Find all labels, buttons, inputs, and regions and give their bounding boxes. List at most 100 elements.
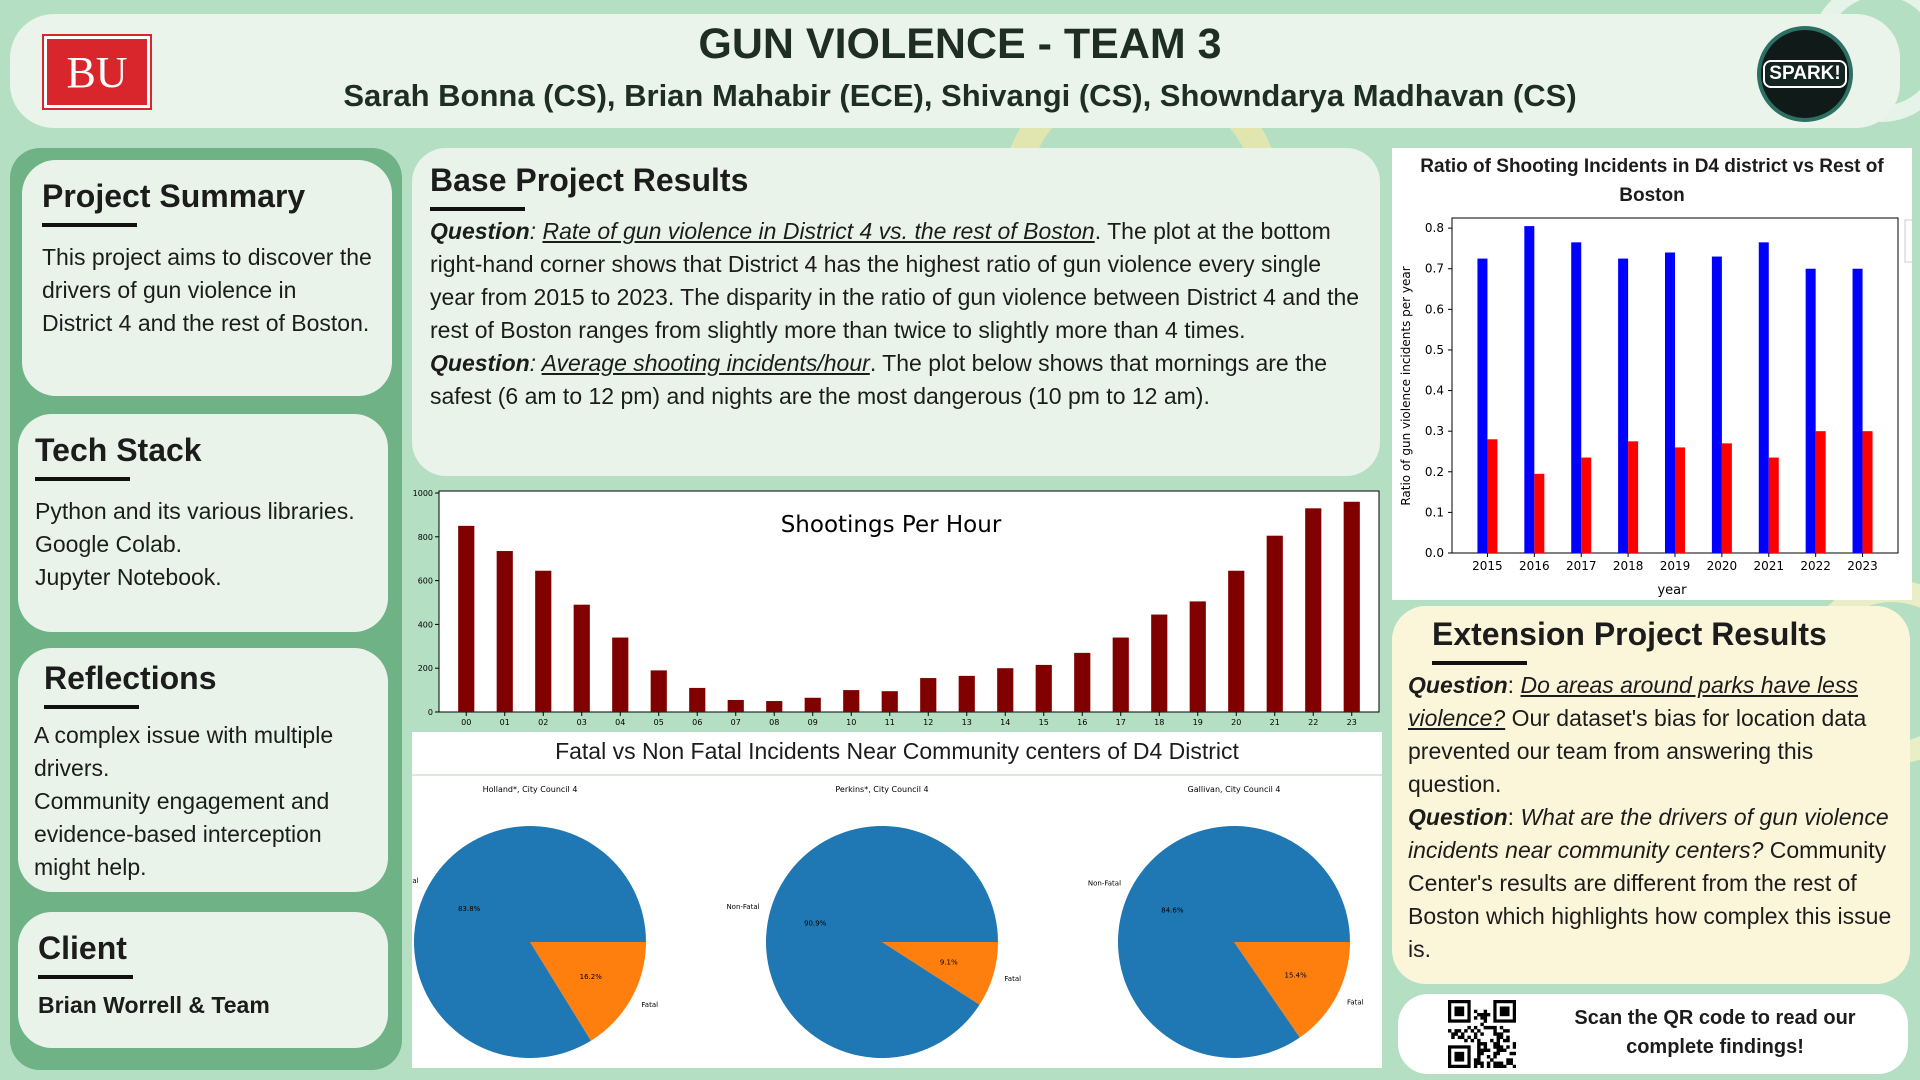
- x-tick-label: 02: [538, 718, 548, 727]
- qr-module: [1496, 1061, 1501, 1065]
- client-name: Brian Worrell & Team: [38, 992, 270, 1018]
- qr-module: [1483, 1009, 1488, 1014]
- qr-module: [1454, 1032, 1458, 1036]
- bar-hour-06: [689, 687, 706, 712]
- qr-module: [1496, 1038, 1501, 1043]
- bar-hour-13: [958, 675, 975, 712]
- qr-module: [1506, 1045, 1510, 1049]
- bar-d4-2020: [1711, 256, 1722, 553]
- qr-module: [1460, 1035, 1465, 1040]
- qr-module: [1493, 1045, 1497, 1049]
- qr-module: [1499, 1064, 1504, 1068]
- x-tick-label: 2020: [1707, 559, 1738, 573]
- qr-finder: [1454, 1051, 1465, 1062]
- bar-rest-2016: [1534, 473, 1545, 553]
- bar-hour-00: [458, 525, 475, 712]
- base-q2-link[interactable]: Average shooting incidents/hour: [541, 350, 870, 376]
- extension-q2: Question: What are the drivers of gun vi…: [1408, 804, 1892, 962]
- extension-q1-text: Our dataset's bias for location data pre…: [1408, 705, 1867, 797]
- shootings-per-hour-chart: Shootings Per Hour 0 200 400 600 800 1000 00 01…: [412, 486, 1382, 732]
- y-tick-label: 800: [418, 533, 433, 542]
- question-label: Question: [430, 218, 530, 244]
- x-tick-label: 11: [885, 718, 895, 727]
- qr-module: [1473, 1025, 1478, 1030]
- x-tick-label: 2015: [1472, 559, 1503, 573]
- qr-module: [1477, 1058, 1481, 1062]
- qr-code[interactable]: [1448, 1000, 1516, 1068]
- bar-hour-08: [766, 701, 783, 712]
- y-tick-label: 0: [428, 708, 433, 717]
- y-tick-label: 0.1: [1425, 505, 1444, 519]
- pie-pct-fatal: 15.4%: [1284, 971, 1307, 979]
- qr-module: [1473, 1064, 1478, 1068]
- pie-slice-non-fatal: [414, 826, 646, 1058]
- pie-2: Perkins*, City Council 4 9.1% 90.9% Fatal No…: [726, 785, 1021, 1058]
- title-underline: [44, 705, 139, 709]
- qr-module: [1506, 1038, 1510, 1043]
- qr-module: [1486, 1025, 1491, 1030]
- qr-module: [1506, 1058, 1510, 1062]
- qr-module: [1473, 1009, 1478, 1014]
- pie-label-fatal: Fatal: [1347, 998, 1364, 1006]
- extension-results-card: Extension Project Results Question: Do a…: [1392, 606, 1910, 984]
- extension-q2-italic: What are the drivers of gun violence inc…: [1408, 804, 1889, 863]
- bar-rest-2019: [1675, 447, 1685, 553]
- shootings-per-hour-svg: Shootings Per Hour 0 200 400 600 800 1000 00 01…: [413, 489, 1380, 727]
- base-q1-link[interactable]: Rate of gun violence in District 4 vs. t…: [542, 218, 1095, 244]
- bar-hour-14: [997, 668, 1014, 712]
- qr-module: [1480, 1042, 1484, 1046]
- x-tick-label: 18: [1154, 718, 1164, 727]
- qr-module: [1483, 1012, 1488, 1017]
- page-title: GUN VIOLENCE - TEAM 3: [698, 20, 1222, 68]
- reflections-title: Reflections: [44, 660, 217, 696]
- pie-panel-title: Fatal vs Non Fatal Incidents Near Commun…: [555, 738, 1239, 764]
- qr-module: [1480, 1032, 1484, 1036]
- qr-module: [1503, 1048, 1507, 1053]
- qr-module: [1480, 1048, 1484, 1053]
- x-tick-label: 19: [1193, 718, 1203, 727]
- qr-module: [1483, 1019, 1488, 1023]
- qr-module: [1512, 1042, 1516, 1046]
- qr-module: [1480, 1061, 1484, 1065]
- tech-item: Google Colab.: [35, 531, 183, 557]
- qr-module: [1509, 1061, 1513, 1065]
- bar-hour-05: [650, 670, 667, 712]
- x-tick-label: 2022: [1800, 559, 1831, 573]
- x-tick-label: 2023: [1847, 559, 1878, 573]
- qr-module: [1496, 1048, 1501, 1053]
- x-tick-label: 23: [1347, 718, 1357, 727]
- pie-slice-fatal: [882, 942, 998, 1005]
- qr-module: [1480, 1016, 1484, 1020]
- pie-slice-non-fatal: [1118, 826, 1350, 1058]
- qr-module: [1477, 1051, 1481, 1056]
- qr-module: [1480, 1051, 1484, 1056]
- y-tick-label: 0.6: [1425, 302, 1444, 316]
- plot-frame: [438, 490, 1380, 713]
- bu-logo: BU: [42, 34, 152, 110]
- qr-module: [1483, 1045, 1488, 1049]
- qr-module: [1496, 1064, 1501, 1068]
- qr-module: [1470, 1038, 1475, 1043]
- qr-finder: [1499, 1006, 1510, 1017]
- qr-module: [1480, 1012, 1484, 1017]
- x-tick-label: 09: [808, 718, 818, 727]
- x-tick-label: 10: [846, 718, 856, 727]
- question-label: Question: [1408, 672, 1508, 698]
- y-tick-label: 0.4: [1425, 384, 1444, 398]
- project-summary-title: Project Summary: [42, 178, 306, 214]
- x-tick-label: 22: [1308, 718, 1318, 727]
- extension-q1-link[interactable]: Do areas around parks have less violence…: [1408, 672, 1858, 731]
- legend-box: [1904, 219, 1912, 263]
- qr-module: [1486, 1048, 1491, 1053]
- base-q2: Question: Average shooting incidents/hou…: [430, 350, 1328, 409]
- qr-module: [1473, 1016, 1478, 1020]
- qr-module: [1512, 1064, 1516, 1068]
- bar-hour-10: [843, 690, 860, 712]
- qr-module: [1486, 1012, 1491, 1017]
- x-tick-label: 21: [1270, 718, 1280, 727]
- y-tick-label: 600: [418, 577, 433, 586]
- bar-d4-2016: [1524, 226, 1535, 553]
- extension-results-title: Extension Project Results: [1432, 616, 1827, 652]
- pie-label-non-fatal: Non-Fatal: [1088, 880, 1121, 888]
- bar-hour-22: [1305, 508, 1322, 712]
